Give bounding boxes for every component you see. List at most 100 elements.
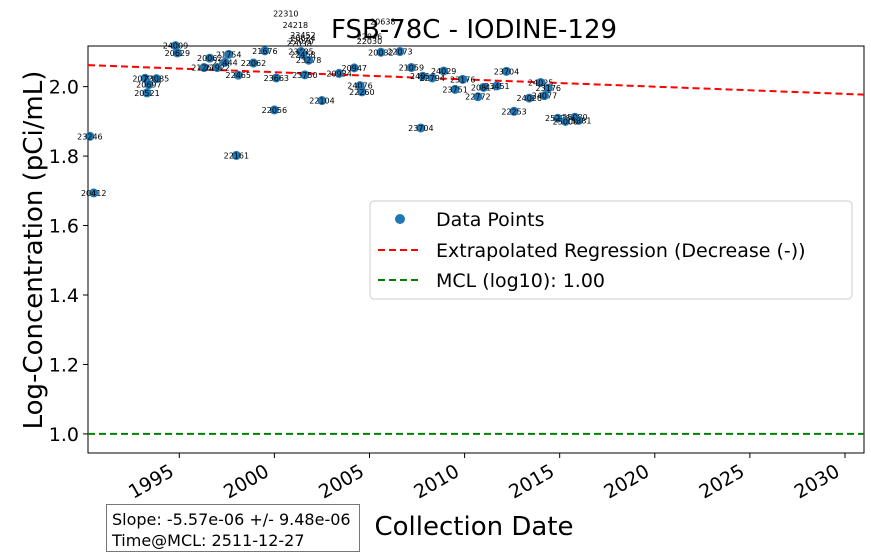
data-point-label: 23176 [450,75,475,84]
data-point [560,116,570,126]
legend-label-data-points: Data Points [436,209,544,231]
data-point-label: 23704 [408,124,433,133]
data-point [231,150,241,160]
data-point-label: 22772 [465,93,490,102]
data-point [473,92,483,102]
legend-label-mcl: MCL (log10): 1.00 [436,270,605,292]
y-tick-label: 2.0 [49,77,79,99]
y-axis-ticks: 1.0 1.2 1.4 1.6 1.8 2.0 [49,77,88,446]
data-point-label: 20521 [134,89,159,98]
y-tick-label: 1.4 [49,285,79,307]
x-tick-label: 2010 [410,460,463,503]
x-tick-label: 2015 [505,460,558,503]
data-point [376,47,386,57]
data-point-label: 21676 [252,47,277,56]
data-point [144,80,154,90]
y-tick-label: 1.6 [49,216,79,238]
data-point-label: 23663 [264,74,289,83]
data-point-label: 21264 [191,64,216,73]
x-axis-title: Collection Date [374,512,573,542]
data-point [458,74,468,84]
data-point [479,82,489,92]
data-point [205,53,215,63]
data-point-label: 23451 [484,82,509,91]
data-point-label: 21444 [212,58,237,67]
data-point-label: 20722 [132,74,157,83]
data-point [416,123,426,133]
data-point-label: 24025 [528,78,553,87]
x-tick-label: 2000 [220,460,273,503]
data-point-label: 22104 [309,97,334,106]
regression-line [88,64,864,96]
x-tick-label: 2025 [696,460,749,503]
data-point-label: 23278 [296,56,321,65]
data-point [89,188,99,198]
data-point [172,48,182,58]
data-point-label: 24218 [283,21,308,30]
data-point [395,47,405,57]
data-point [553,113,563,123]
data-point [142,88,152,98]
data-point [170,41,180,51]
slope-annotation-box: Slope: -5.57e-06 +/- 9.48e-06 Time@MCL: … [106,504,360,552]
data-point-label: 24009 [163,42,188,51]
data-point-label: 24026 [517,94,542,103]
data-point [298,50,308,60]
data-point-label: 24029 [431,67,456,76]
time-at-mcl-text: Time@MCL: 2511-12-27 [112,531,305,550]
data-point-label: 20638 [370,18,395,27]
data-point [220,57,230,67]
data-point [317,96,327,106]
data-point [248,58,258,68]
data-point [524,93,534,103]
data-point-label: 25080 [562,113,587,122]
data-point-label: 22030 [357,37,382,46]
data-point [509,106,519,116]
data-point [224,49,234,59]
data-point-label: 20062 [197,54,222,63]
data-point-label: 25381 [566,116,591,125]
x-tick-label: 1995 [125,460,178,503]
legend-label-regression: Extrapolated Regression (Decrease (-)) [436,240,806,262]
data-point [349,63,359,73]
data-point-label: 20412 [81,189,106,198]
data-point-label: 23704 [494,67,519,76]
data-point [501,66,511,76]
data-point [427,73,437,83]
data-point [300,70,310,80]
data-point-label: 22846 [357,33,382,42]
data-point-label: 21754 [216,50,241,59]
data-point-label: 20629 [165,49,190,58]
legend: Data Points Extrapolated Regression (Dec… [369,200,853,300]
data-point-label: 23176 [536,84,561,93]
data-point [406,63,416,73]
data-point [151,74,161,84]
data-point-label: 22038 [286,40,311,49]
data-point-label: 22056 [262,106,287,115]
legend-marker-data-points [395,214,405,224]
data-point-label: 21922 [205,64,230,73]
data-point-label: 23246 [77,132,102,141]
y-tick-label: 1.8 [49,146,79,168]
data-point-label: 22070 [288,37,313,46]
data-point-label: 24076 [347,82,372,91]
data-point-label: 20814 [471,83,496,92]
data-point-label: 22253 [501,107,526,116]
data-point-label: 22465 [226,71,251,80]
data-point [357,87,367,97]
data-point-label: 23085 [144,75,169,84]
data-point [199,63,209,73]
data-point [543,83,553,93]
data-point-label: 24077 [532,92,557,101]
data-point-label: 20032 [368,48,393,57]
data-point-label: 21059 [399,64,424,73]
data-point-label: 22073 [387,48,412,57]
data-point-label: 23452 [290,31,315,40]
data-point [260,46,270,56]
y-tick-label: 1.0 [49,424,79,446]
x-tick-label: 2020 [600,460,653,503]
data-point-label: 20934 [326,69,351,78]
data-point-label: 24018 [410,72,435,81]
data-point-label: 23750 [292,71,317,80]
